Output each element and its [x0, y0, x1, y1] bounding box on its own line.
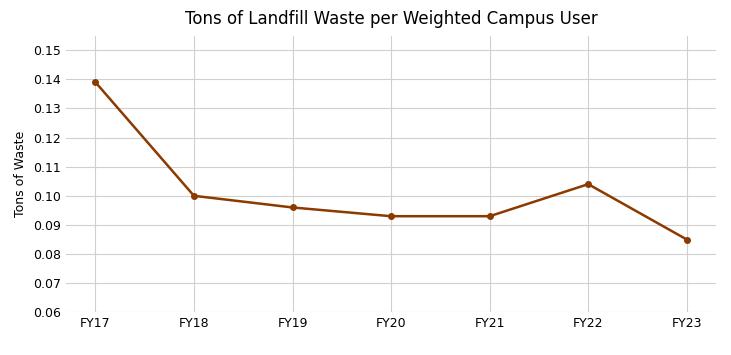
- Title: Tons of Landfill Waste per Weighted Campus User: Tons of Landfill Waste per Weighted Camp…: [185, 10, 597, 28]
- Y-axis label: Tons of Waste: Tons of Waste: [15, 131, 27, 217]
